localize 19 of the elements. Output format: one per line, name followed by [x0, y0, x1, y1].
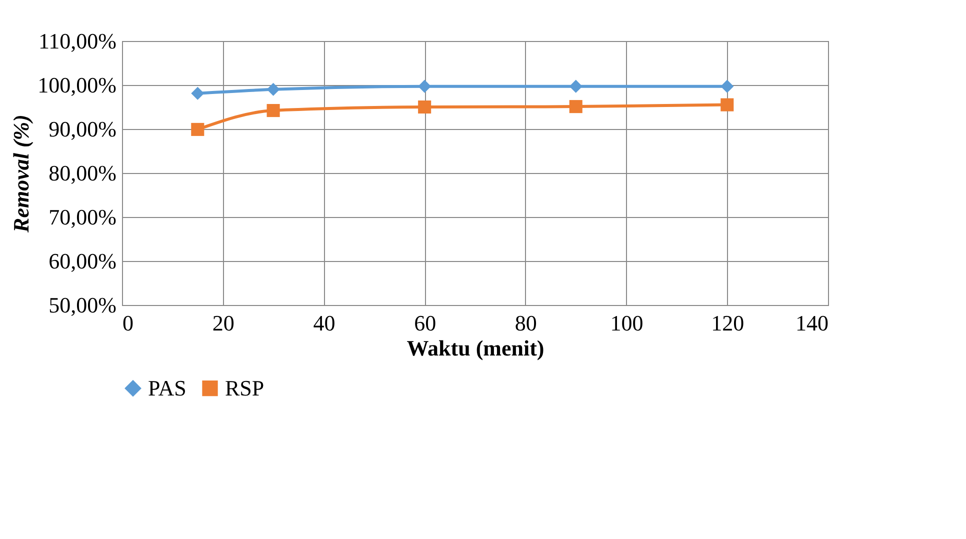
y-tick-label: 70,00%	[48, 204, 116, 230]
x-tick-label: 80	[514, 310, 537, 336]
x-tick-label: 40	[313, 310, 336, 336]
y-tick-label: 110,00%	[38, 28, 116, 54]
x-tick-label: 0	[122, 310, 134, 336]
x-tick-label: 60	[414, 310, 436, 336]
legend-label: PAS	[148, 375, 186, 400]
y-axis-title: Removal (%)	[8, 114, 34, 234]
y-tick-label: 100,00%	[38, 72, 116, 98]
x-tick-label: 20	[212, 310, 234, 336]
legend-label: RSP	[225, 375, 264, 400]
x-tick-label: 100	[610, 310, 644, 336]
y-tick-label: 50,00%	[48, 292, 116, 318]
y-tick-label: 60,00%	[48, 248, 116, 274]
x-axis-title: Waktu (menit)	[406, 336, 544, 360]
y-tick-label: 80,00%	[48, 160, 116, 186]
x-tick-label: 140	[796, 310, 828, 336]
y-tick-label: 90,00%	[48, 116, 116, 142]
x-tick-label: 120	[711, 310, 744, 336]
